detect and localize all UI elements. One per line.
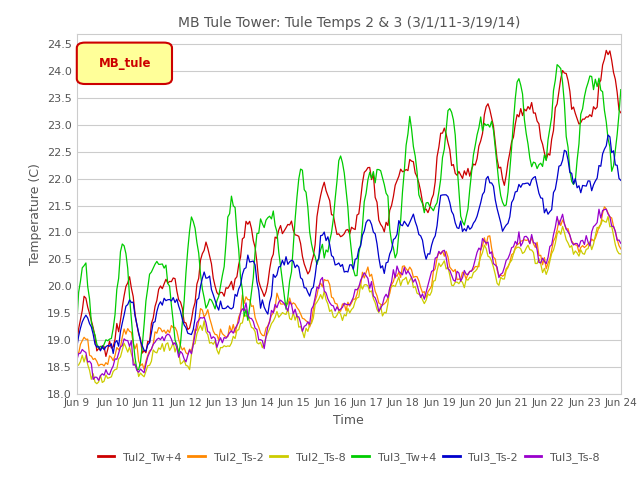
Tul3_Ts-2 bbox=[75, 333, 83, 339]
Tul3_Ts-8 bbox=[568, 239, 575, 245]
Tul2_Tw+4 bbox=[408, 158, 415, 164]
Tul3_Tw+4 bbox=[135, 367, 143, 372]
FancyBboxPatch shape bbox=[77, 43, 172, 84]
Tul3_Ts-2 bbox=[73, 345, 81, 350]
Tul3_Tw+4 bbox=[554, 62, 561, 68]
Line: Tul2_Tw+4: Tul2_Tw+4 bbox=[77, 50, 621, 357]
Y-axis label: Temperature (C): Temperature (C) bbox=[29, 163, 42, 264]
Tul3_Tw+4 bbox=[533, 166, 541, 171]
Tul3_Ts-2 bbox=[604, 132, 612, 138]
Tul2_Ts-8 bbox=[568, 243, 575, 249]
Tul2_Ts-8 bbox=[533, 261, 541, 266]
Tul3_Tw+4 bbox=[73, 320, 81, 326]
Tul3_Tw+4 bbox=[408, 126, 415, 132]
Tul3_Ts-2 bbox=[399, 223, 406, 228]
Tul2_Ts-2 bbox=[397, 275, 404, 280]
Line: Tul2_Ts-8: Tul2_Ts-8 bbox=[77, 216, 621, 384]
Legend: Tul2_Tw+4, Tul2_Ts-2, Tul2_Ts-8, Tul3_Tw+4, Tul3_Ts-2, Tul3_Ts-8: Tul2_Tw+4, Tul2_Ts-2, Tul2_Ts-8, Tul3_Tw… bbox=[93, 447, 604, 467]
Tul3_Ts-8 bbox=[408, 275, 415, 280]
Tul2_Ts-2 bbox=[408, 267, 415, 273]
Tul3_Ts-8 bbox=[399, 272, 406, 278]
Tul2_Tw+4 bbox=[399, 169, 406, 175]
Tul3_Ts-8 bbox=[602, 206, 610, 212]
Tul2_Ts-8 bbox=[93, 381, 100, 386]
Tul2_Ts-8 bbox=[399, 277, 406, 283]
Tul2_Tw+4 bbox=[397, 166, 404, 172]
Line: Tul2_Ts-2: Tul2_Ts-2 bbox=[77, 207, 621, 370]
Tul2_Ts-8 bbox=[73, 363, 81, 369]
Tul3_Tw+4 bbox=[75, 289, 83, 295]
Tul2_Ts-2 bbox=[73, 348, 81, 354]
Tul2_Ts-8 bbox=[604, 214, 612, 219]
Tul3_Ts-8 bbox=[617, 240, 625, 246]
Tul2_Ts-2 bbox=[533, 240, 541, 245]
Tul3_Tw+4 bbox=[617, 87, 625, 93]
Tul2_Ts-2 bbox=[568, 238, 575, 244]
Title: MB Tule Tower: Tule Temps 2 & 3 (3/1/11-3/19/14): MB Tule Tower: Tule Temps 2 & 3 (3/1/11-… bbox=[178, 16, 520, 30]
Line: Tul3_Ts-8: Tul3_Ts-8 bbox=[77, 209, 621, 381]
Tul2_Ts-2 bbox=[600, 204, 608, 210]
Line: Tul3_Ts-2: Tul3_Ts-2 bbox=[77, 135, 621, 353]
Tul3_Ts-2 bbox=[617, 178, 625, 183]
Tul3_Tw+4 bbox=[397, 218, 404, 224]
Tul2_Ts-8 bbox=[397, 283, 404, 288]
Tul3_Ts-8 bbox=[533, 247, 541, 252]
Tul2_Ts-2 bbox=[399, 264, 406, 269]
Tul2_Tw+4 bbox=[102, 354, 109, 360]
Tul3_Ts-8 bbox=[397, 270, 404, 276]
Tul3_Ts-2 bbox=[408, 216, 415, 221]
Tul3_Ts-2 bbox=[533, 182, 541, 188]
Tul3_Tw+4 bbox=[399, 189, 406, 195]
Tul3_Tw+4 bbox=[570, 181, 577, 187]
Tul2_Tw+4 bbox=[75, 326, 83, 332]
Tul3_Ts-2 bbox=[109, 350, 117, 356]
Line: Tul3_Tw+4: Tul3_Tw+4 bbox=[77, 65, 621, 370]
Tul2_Ts-2 bbox=[617, 246, 625, 252]
Text: MB_tule: MB_tule bbox=[99, 57, 151, 70]
Tul2_Ts-2 bbox=[75, 351, 83, 357]
Tul3_Ts-8 bbox=[95, 378, 102, 384]
Tul2_Tw+4 bbox=[617, 110, 625, 116]
Tul3_Ts-8 bbox=[75, 351, 83, 357]
Tul2_Ts-2 bbox=[140, 367, 148, 372]
Tul2_Tw+4 bbox=[568, 107, 575, 112]
Tul2_Tw+4 bbox=[602, 48, 610, 53]
X-axis label: Time: Time bbox=[333, 414, 364, 427]
Tul2_Tw+4 bbox=[533, 118, 541, 124]
Tul3_Ts-2 bbox=[397, 222, 404, 228]
Tul3_Ts-2 bbox=[568, 170, 575, 176]
Tul2_Ts-8 bbox=[75, 362, 83, 368]
Tul2_Tw+4 bbox=[73, 343, 81, 349]
Tul2_Ts-8 bbox=[408, 274, 415, 280]
Tul2_Ts-8 bbox=[617, 251, 625, 257]
Tul3_Ts-8 bbox=[73, 357, 81, 363]
